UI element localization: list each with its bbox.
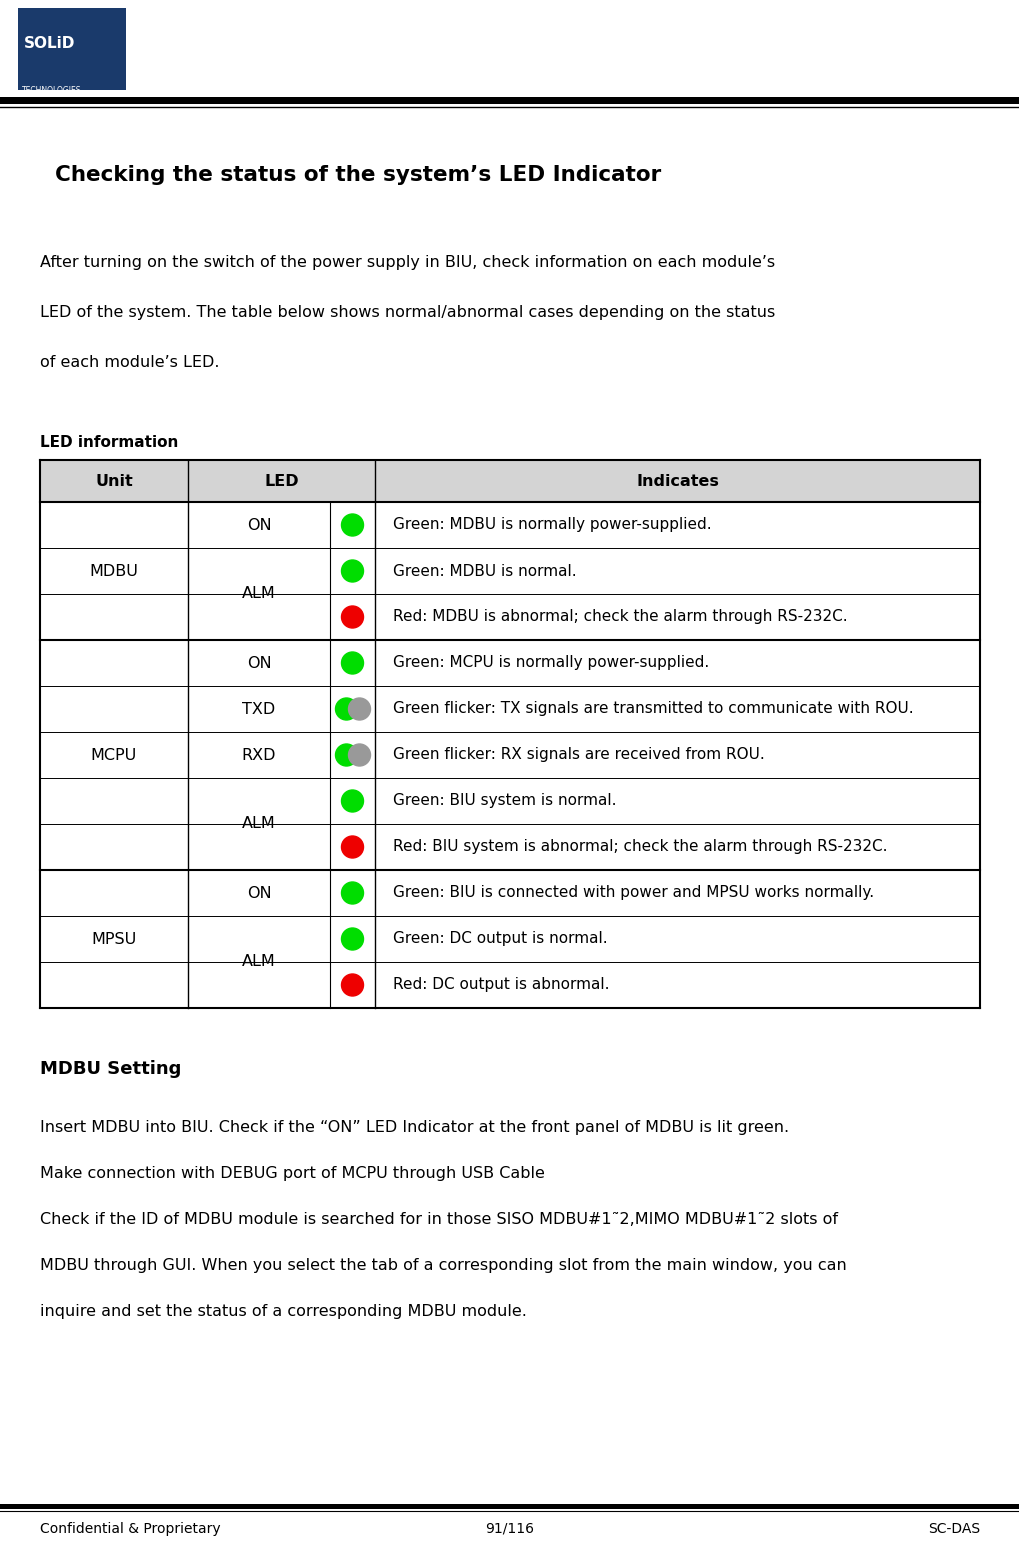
Circle shape <box>341 928 363 950</box>
Text: inquire and set the status of a corresponding MDBU module.: inquire and set the status of a correspo… <box>40 1304 527 1318</box>
Text: Red: DC output is abnormal.: Red: DC output is abnormal. <box>392 978 609 992</box>
Text: ALM: ALM <box>242 817 275 831</box>
Text: LED information: LED information <box>40 434 178 450</box>
Text: TXD: TXD <box>243 701 275 717</box>
Text: MPSU: MPSU <box>92 931 137 947</box>
Circle shape <box>341 651 363 673</box>
Text: Green: MCPU is normally power-supplied.: Green: MCPU is normally power-supplied. <box>392 656 708 670</box>
Circle shape <box>335 744 357 765</box>
Text: MDBU through GUI. When you select the tab of a corresponding slot from the main : MDBU through GUI. When you select the ta… <box>40 1257 846 1273</box>
Circle shape <box>341 975 363 997</box>
Text: Green: MDBU is normally power-supplied.: Green: MDBU is normally power-supplied. <box>392 517 711 533</box>
FancyBboxPatch shape <box>18 8 126 91</box>
Text: of each module’s LED.: of each module’s LED. <box>40 355 219 370</box>
Text: Unit: Unit <box>95 473 132 489</box>
Text: Red: BIU system is abnormal; check the alarm through RS-232C.: Red: BIU system is abnormal; check the a… <box>392 839 887 854</box>
Text: Green: BIU is connected with power and MPSU works normally.: Green: BIU is connected with power and M… <box>392 886 873 901</box>
Text: SC-DAS: SC-DAS <box>927 1521 979 1535</box>
Text: Green flicker: RX signals are received from ROU.: Green flicker: RX signals are received f… <box>392 748 764 762</box>
Text: 91/116: 91/116 <box>485 1521 534 1535</box>
Text: After turning on the switch of the power supply in BIU, check information on eac: After turning on the switch of the power… <box>40 255 774 270</box>
Circle shape <box>348 744 370 765</box>
Text: LED: LED <box>264 473 299 489</box>
Circle shape <box>341 514 363 536</box>
Text: Red: MDBU is abnormal; check the alarm through RS-232C.: Red: MDBU is abnormal; check the alarm t… <box>392 609 847 625</box>
Text: Insert MDBU into BIU. Check if the “ON” LED Indicator at the front panel of MDBU: Insert MDBU into BIU. Check if the “ON” … <box>40 1120 789 1136</box>
Circle shape <box>335 698 357 720</box>
Text: Checking the status of the system’s LED Indicator: Checking the status of the system’s LED … <box>55 166 660 184</box>
Text: Make connection with DEBUG port of MCPU through USB Cable: Make connection with DEBUG port of MCPU … <box>40 1165 544 1181</box>
Text: Green flicker: TX signals are transmitted to communicate with ROU.: Green flicker: TX signals are transmitte… <box>392 701 913 717</box>
Text: MDBU: MDBU <box>90 564 139 578</box>
Circle shape <box>348 698 370 720</box>
FancyBboxPatch shape <box>0 97 1019 105</box>
Text: ALM: ALM <box>242 954 275 970</box>
Text: Check if the ID of MDBU module is searched for in those SISO MDBU#1˜2,MIMO MDBU#: Check if the ID of MDBU module is search… <box>40 1212 838 1228</box>
Circle shape <box>341 836 363 858</box>
Text: Green: MDBU is normal.: Green: MDBU is normal. <box>392 564 576 578</box>
Text: Green: DC output is normal.: Green: DC output is normal. <box>392 931 607 947</box>
Text: ON: ON <box>247 656 271 670</box>
Text: Indicates: Indicates <box>636 473 718 489</box>
Text: Confidential & Proprietary: Confidential & Proprietary <box>40 1521 220 1535</box>
Text: MDBU Setting: MDBU Setting <box>40 1061 181 1078</box>
Text: SOLiD: SOLiD <box>24 36 75 50</box>
Circle shape <box>341 561 363 583</box>
FancyBboxPatch shape <box>40 459 979 501</box>
FancyBboxPatch shape <box>0 1504 1019 1509</box>
Text: LED of the system. The table below shows normal/abnormal cases depending on the : LED of the system. The table below shows… <box>40 305 774 320</box>
Text: Green: BIU system is normal.: Green: BIU system is normal. <box>392 793 615 809</box>
Circle shape <box>341 606 363 628</box>
Text: RXD: RXD <box>242 748 276 762</box>
Text: ALM: ALM <box>242 586 275 601</box>
Circle shape <box>341 883 363 904</box>
Text: ON: ON <box>247 517 271 533</box>
Circle shape <box>341 790 363 812</box>
Text: TECHNOLOGIES: TECHNOLOGIES <box>22 86 82 95</box>
Text: ON: ON <box>247 886 271 901</box>
Text: MCPU: MCPU <box>91 748 137 762</box>
